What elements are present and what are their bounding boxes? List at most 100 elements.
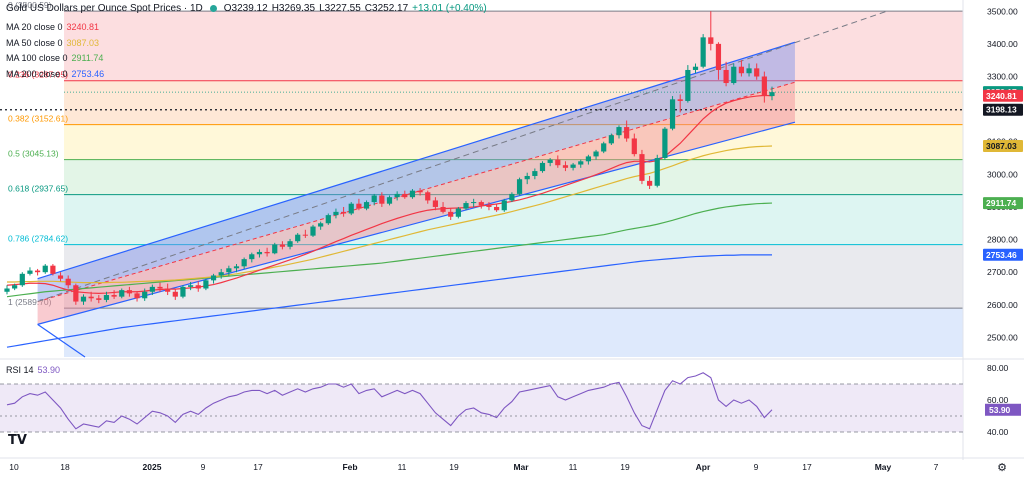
- candle-body: [241, 259, 247, 267]
- time-tick-label: 7: [934, 462, 939, 472]
- candle-body: [463, 203, 469, 209]
- time-tick-label: 9: [201, 462, 206, 472]
- ma200-legend[interactable]: MA 200 close 0 2753.46: [6, 68, 105, 79]
- candle-body: [386, 197, 393, 204]
- time-tick-label: 11: [569, 462, 578, 472]
- candle-body: [310, 226, 316, 236]
- candle-body: [478, 202, 484, 206]
- candle-body: [157, 286, 163, 289]
- candle-body: [524, 175, 530, 180]
- candle-body: [126, 290, 132, 294]
- channel-lower-extension: [37, 323, 86, 358]
- fib-level-label: 0 (3500.59): [8, 0, 52, 10]
- candle-body: [249, 254, 255, 260]
- candle-body: [363, 202, 370, 209]
- candle-body: [486, 205, 492, 207]
- price-tick-label: 3000.00: [987, 169, 1018, 179]
- price-tag-bg: [983, 139, 1023, 152]
- candle-body: [662, 128, 668, 159]
- candle-body: [195, 285, 201, 289]
- candle-body: [279, 244, 285, 247]
- market-status-icon: [209, 5, 217, 12]
- time-tick-label: 9: [754, 462, 759, 472]
- candle-body: [402, 193, 408, 198]
- settings-gear-icon[interactable]: ⚙: [997, 461, 1007, 474]
- price-tag-bg: [983, 197, 1023, 210]
- candle-body: [134, 293, 140, 299]
- candle-body: [180, 286, 186, 297]
- rsi-legend[interactable]: RSI 14 53.90: [6, 365, 61, 375]
- fib-level-label: 0.5 (3045.13): [8, 149, 59, 159]
- price-tick-label: 2700.00: [987, 267, 1018, 277]
- candle-body: [172, 291, 178, 297]
- time-tick-label: 19: [449, 462, 459, 472]
- rsi-tag-bg: [985, 403, 1021, 416]
- candle-body: [80, 296, 87, 302]
- ma100-line: [6, 202, 773, 298]
- candle-body: [348, 203, 354, 214]
- rsi-tick-label: 60.00: [987, 395, 1009, 405]
- candle-body: [35, 270, 41, 273]
- price-tick-label: 3400.00: [987, 39, 1018, 49]
- candle-body: [341, 211, 347, 214]
- ma20-legend[interactable]: MA 20 close 0 3240.81: [6, 22, 100, 32]
- fib-band: [64, 11, 963, 81]
- ohlc-close: C3252.17: [364, 3, 409, 14]
- candle-body: [19, 273, 25, 286]
- candle-body: [631, 138, 637, 155]
- time-tick-label: Feb: [342, 462, 357, 472]
- time-tick-label: Mar: [513, 462, 529, 472]
- candle-body: [555, 159, 561, 166]
- candle-body: [371, 195, 377, 203]
- candle-body: [142, 291, 148, 299]
- tradingview-logo-icon: TV: [8, 433, 27, 448]
- candle-body: [578, 161, 584, 165]
- candle-body: [539, 162, 546, 172]
- candle-body: [295, 234, 301, 242]
- rsi-tick-label: 40.00: [987, 427, 1009, 437]
- candle-body: [233, 266, 240, 269]
- price-axis-bg: [963, 0, 1024, 478]
- fib-band: [64, 194, 963, 245]
- price-tag-bg: [983, 89, 1023, 102]
- time-tick-label: May: [875, 462, 892, 472]
- candle-body: [119, 290, 125, 297]
- time-tick-label: 19: [620, 462, 630, 472]
- rsi-band: [0, 384, 963, 432]
- candle-body: [639, 154, 645, 181]
- candle-body: [624, 127, 630, 139]
- time-tick-label: Apr: [696, 462, 711, 472]
- price-tag-label: 2753.46: [986, 250, 1017, 260]
- candle-body: [562, 165, 569, 168]
- fib-band-extension: [64, 308, 963, 357]
- candle-body: [455, 208, 461, 217]
- channel-upper-line: [37, 41, 796, 280]
- ma-legend: MA 20 close 0 3240.81 MA 50 close 0 3087.0…: [6, 20, 104, 82]
- candle-body: [96, 298, 102, 300]
- price-tick-label: 2600.00: [987, 300, 1018, 310]
- candle-body: [65, 278, 71, 286]
- ma100-legend[interactable]: MA 100 close 0 2911.74: [6, 53, 104, 63]
- candle-body: [616, 127, 622, 136]
- ma50-legend[interactable]: MA 50 close 0 3087.03: [6, 37, 100, 48]
- candle-body: [394, 193, 400, 198]
- price-tag-label: 3087.03: [986, 141, 1017, 151]
- candle-body: [654, 158, 660, 186]
- candle-body: [440, 206, 446, 212]
- fib-band: [64, 80, 963, 125]
- candle-body: [746, 68, 752, 74]
- candle-body: [723, 69, 729, 84]
- ohlc-open: O3239.12: [223, 3, 268, 14]
- chart-title: Gold US Dollars per Ounce Spot Prices · …: [6, 3, 203, 14]
- candle-body: [333, 211, 339, 216]
- candle-body: [516, 179, 523, 194]
- time-tick-label: 2025: [143, 462, 162, 472]
- channel-mid-line: [37, 81, 796, 303]
- price-tag-bg: [983, 248, 1023, 261]
- channel-lower-fill: [37, 82, 795, 325]
- candle-body: [111, 295, 117, 297]
- price-tick-label: 3300.00: [987, 71, 1018, 81]
- price-tag-label: 3198.13: [986, 105, 1017, 115]
- candle-body: [647, 180, 653, 186]
